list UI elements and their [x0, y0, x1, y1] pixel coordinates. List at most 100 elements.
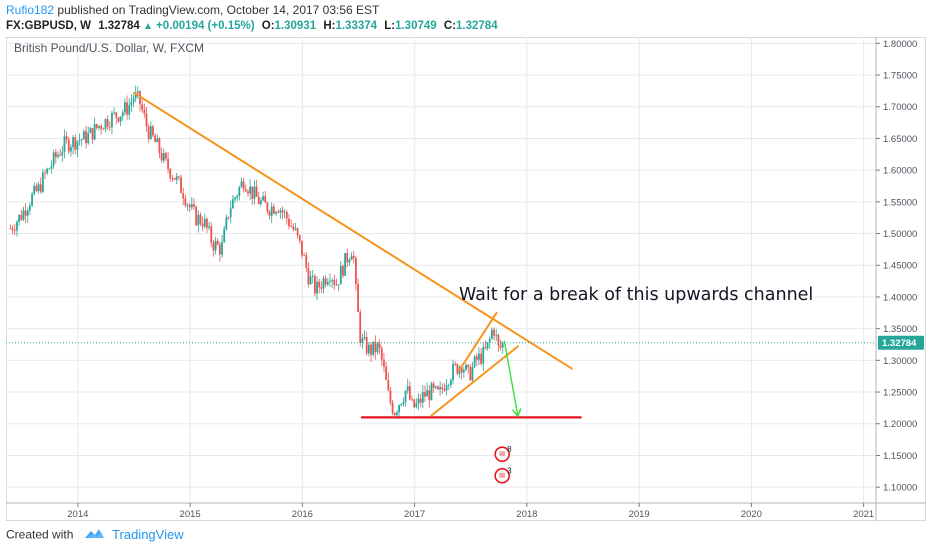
long-term-downtrend[interactable]: [132, 91, 573, 370]
candle-body: [424, 392, 426, 397]
price-tick-label: 1.80000: [883, 39, 917, 50]
candle-body: [143, 109, 146, 114]
candle-body: [482, 347, 485, 364]
candle-body: [48, 168, 51, 170]
candle-body: [480, 353, 483, 364]
candle-body: [93, 124, 96, 140]
candle-body: [447, 384, 450, 386]
symbol-label[interactable]: FX:GBPUSD, W: [6, 20, 91, 32]
candle-body: [413, 399, 416, 408]
time-tick-label: 2016: [292, 509, 313, 520]
candle-body: [270, 206, 273, 216]
candle-body: [260, 200, 262, 205]
candle-body: [108, 126, 111, 128]
price-axis[interactable]: 1.80000 1.75000 1.70000 1.65000 1.60000 1.550…: [875, 37, 917, 521]
candle-body: [195, 206, 198, 226]
candle-body: [257, 196, 260, 205]
candle-body: [184, 198, 187, 206]
candle-body: [475, 356, 478, 360]
current-price-tag: 1.32784: [6, 335, 924, 350]
candle-body: [247, 191, 249, 194]
candle-body: [147, 126, 150, 140]
candle-body: [499, 345, 502, 348]
candle-body: [18, 214, 21, 223]
candle-body: [320, 287, 323, 289]
candle-body: [210, 226, 213, 243]
annotation-text[interactable]: Wait for a break of this upwards channel: [459, 285, 813, 305]
candle-body: [486, 342, 489, 349]
candle-body: [374, 341, 377, 353]
chart-area[interactable]: 1.80000 1.75000 1.70000 1.65000 1.60000 1.550…: [6, 37, 926, 521]
candle-body: [221, 242, 223, 255]
candle-body: [91, 128, 94, 140]
candle-body: [411, 399, 413, 401]
candle-body: [426, 390, 429, 397]
candle-body: [467, 364, 470, 368]
close-label: C:: [443, 20, 457, 32]
candle-body: [111, 113, 113, 128]
created-with-label: Created with: [6, 527, 74, 542]
channel-lower[interactable]: [430, 345, 519, 417]
channel-upper[interactable]: [458, 311, 498, 371]
candle-body: [275, 211, 277, 214]
candle-body: [495, 334, 498, 336]
drawing-layer[interactable]: [132, 91, 582, 419]
candle-body: [454, 363, 457, 365]
candle-body: [376, 343, 379, 353]
time-tick-label: 2020: [741, 509, 762, 520]
candle-body: [406, 386, 409, 391]
candle-body: [488, 338, 491, 343]
candle-body: [234, 197, 236, 200]
current-price-tag-bg: [878, 335, 924, 350]
event-badge[interactable]: 83: [494, 445, 512, 484]
candle-body: [186, 204, 189, 206]
candle-body: [357, 283, 359, 312]
candle-body: [294, 228, 297, 230]
publish-line: Rufio182 published on TradingView.com, O…: [6, 3, 379, 17]
candle-body: [104, 119, 107, 130]
arrow-head: [511, 408, 522, 418]
candle-body: [154, 135, 157, 143]
price-tick-label: 1.15000: [883, 451, 917, 462]
candle-body: [335, 284, 338, 286]
candle-body: [389, 390, 392, 403]
time-tick-label: 2018: [516, 509, 537, 520]
candle-body: [13, 230, 16, 232]
tradingview-brand-link[interactable]: TradingView: [112, 527, 184, 542]
time-axis[interactable]: 2014 2015 2016 2017 2018 2019 2020 2021: [6, 502, 926, 520]
candle-body: [29, 205, 31, 211]
candle-body: [339, 265, 342, 285]
candle-body: [33, 185, 36, 194]
candle-body: [16, 222, 18, 231]
candle-body: [367, 344, 370, 354]
candle-body: [214, 240, 217, 251]
candle-body: [365, 337, 368, 354]
candle-body: [193, 204, 195, 207]
candle-body: [223, 228, 226, 243]
time-tick-label: 2019: [629, 509, 650, 520]
candle-body: [326, 281, 329, 285]
candle-body: [309, 276, 312, 285]
candle-body: [100, 125, 103, 129]
candle-body: [251, 186, 254, 199]
candle-body: [445, 385, 448, 391]
price-tick-label: 1.30000: [883, 356, 917, 367]
candle-body: [136, 91, 139, 93]
author-link[interactable]: Rufio182: [6, 3, 55, 17]
candle-body: [449, 380, 452, 385]
candle-body: [359, 311, 362, 343]
candle-body: [471, 366, 474, 381]
candle-body: [493, 329, 495, 336]
price-tick-label: 1.10000: [883, 483, 917, 494]
candle-body: [26, 210, 29, 216]
candle-body: [432, 383, 435, 388]
candle-body: [324, 278, 327, 285]
candle-body: [421, 392, 424, 403]
candle-body: [35, 185, 38, 191]
candle-body: [24, 210, 27, 216]
candle-body: [128, 105, 131, 115]
candle-body: [352, 256, 355, 259]
candle-body: [387, 379, 390, 391]
projection-arrow[interactable]: [503, 340, 519, 417]
price-chart[interactable]: 1.80000 1.75000 1.70000 1.65000 1.60000 1.550…: [6, 37, 926, 521]
